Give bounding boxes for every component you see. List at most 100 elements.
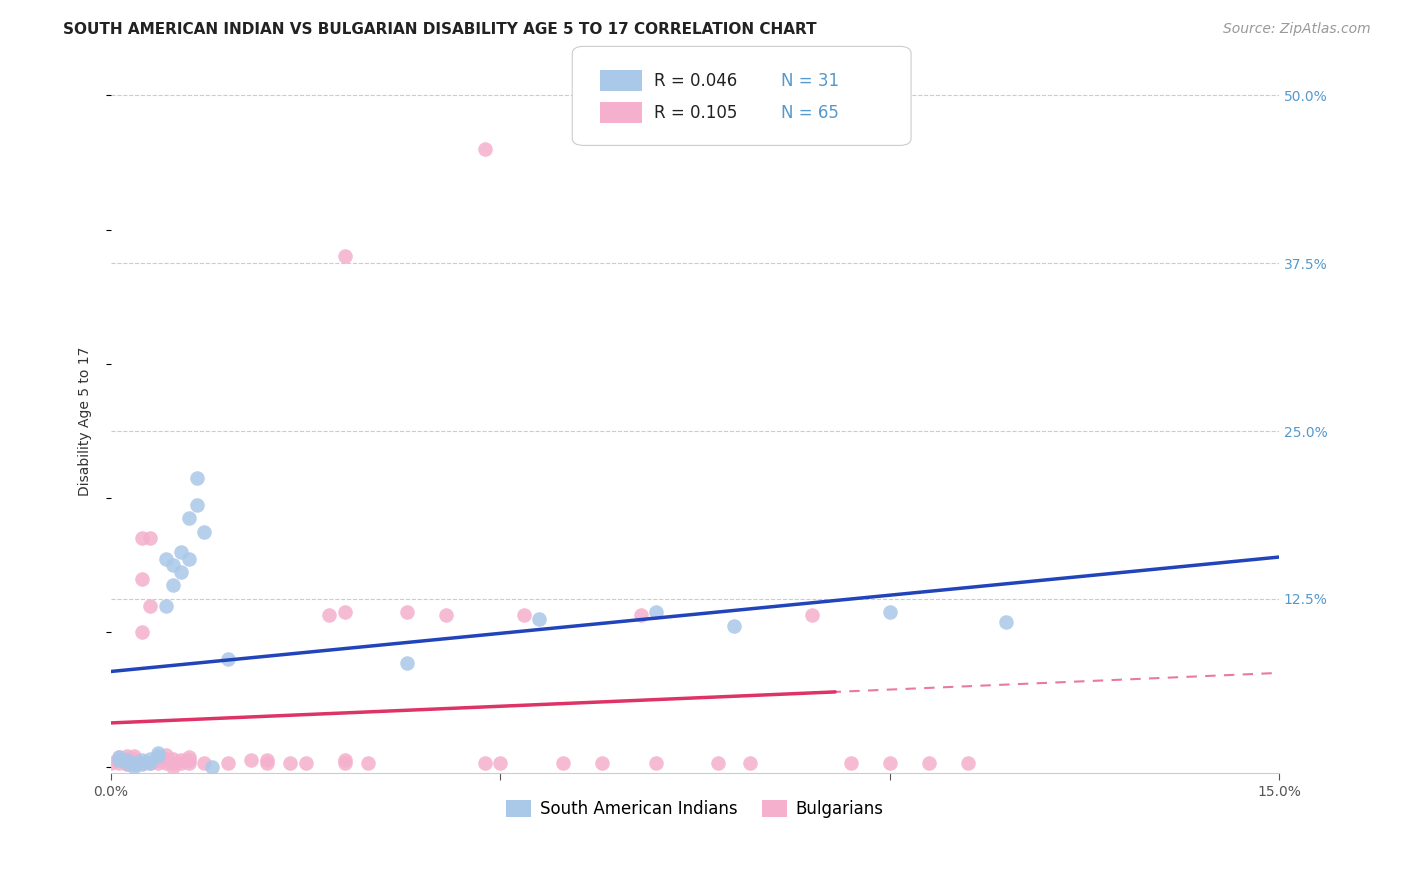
Point bbox=[645, 756, 668, 770]
Point bbox=[155, 551, 177, 566]
Point bbox=[630, 607, 652, 622]
Point bbox=[917, 756, 939, 770]
Point bbox=[115, 755, 138, 769]
Point bbox=[146, 756, 169, 770]
Point bbox=[318, 607, 340, 622]
Point bbox=[124, 755, 146, 769]
Text: N = 31: N = 31 bbox=[780, 71, 839, 90]
Point bbox=[124, 760, 146, 774]
Point bbox=[162, 578, 184, 592]
Point bbox=[800, 607, 823, 622]
Point bbox=[124, 756, 146, 770]
Point bbox=[162, 756, 184, 770]
Point bbox=[146, 749, 169, 764]
Point bbox=[591, 756, 613, 770]
Point bbox=[131, 532, 153, 546]
Point bbox=[107, 753, 129, 767]
Point bbox=[115, 749, 138, 764]
Point bbox=[956, 756, 979, 770]
Point bbox=[177, 750, 200, 764]
Point bbox=[107, 753, 129, 767]
Point bbox=[100, 756, 122, 770]
Point bbox=[131, 756, 153, 770]
Point bbox=[217, 756, 239, 770]
Point bbox=[162, 558, 184, 573]
Point bbox=[645, 605, 668, 619]
Point bbox=[738, 756, 761, 770]
Point bbox=[131, 757, 153, 772]
Point bbox=[474, 142, 496, 156]
Point bbox=[139, 752, 162, 766]
Point bbox=[333, 605, 356, 619]
Point bbox=[115, 753, 138, 767]
Point bbox=[333, 756, 356, 770]
Point bbox=[124, 757, 146, 772]
Point bbox=[278, 756, 301, 770]
Point bbox=[155, 752, 177, 766]
Point bbox=[879, 605, 901, 619]
Point bbox=[294, 756, 316, 770]
Legend: South American Indians, Bulgarians: South American Indians, Bulgarians bbox=[499, 794, 890, 825]
Point bbox=[155, 747, 177, 762]
Point bbox=[357, 756, 380, 770]
Point bbox=[155, 756, 177, 770]
Point bbox=[170, 753, 193, 767]
Point bbox=[333, 250, 356, 264]
Point bbox=[131, 753, 153, 767]
Point bbox=[115, 756, 138, 770]
Point bbox=[529, 612, 551, 626]
Point bbox=[474, 756, 496, 770]
Point bbox=[170, 565, 193, 579]
Point bbox=[434, 607, 457, 622]
Point bbox=[107, 750, 129, 764]
Point bbox=[146, 749, 169, 764]
Point bbox=[124, 749, 146, 764]
Point bbox=[115, 757, 138, 772]
Point bbox=[217, 652, 239, 666]
Point bbox=[115, 752, 138, 766]
Point bbox=[395, 605, 418, 619]
Point bbox=[489, 756, 512, 770]
Bar bbox=[599, 102, 643, 123]
Point bbox=[177, 551, 200, 566]
Point bbox=[995, 615, 1018, 629]
Point bbox=[193, 756, 215, 770]
Point bbox=[201, 760, 224, 774]
Point bbox=[193, 524, 215, 539]
Point bbox=[177, 511, 200, 525]
Point bbox=[139, 599, 162, 613]
Point bbox=[115, 757, 138, 772]
Point bbox=[107, 756, 129, 770]
Point bbox=[839, 756, 862, 770]
Point bbox=[107, 750, 129, 764]
Point bbox=[170, 545, 193, 559]
Bar bbox=[599, 70, 643, 91]
Point bbox=[146, 746, 169, 760]
Text: SOUTH AMERICAN INDIAN VS BULGARIAN DISABILITY AGE 5 TO 17 CORRELATION CHART: SOUTH AMERICAN INDIAN VS BULGARIAN DISAB… bbox=[63, 22, 817, 37]
Point bbox=[879, 756, 901, 770]
Point bbox=[139, 532, 162, 546]
Point bbox=[395, 657, 418, 671]
Point bbox=[131, 625, 153, 640]
Point bbox=[240, 753, 263, 767]
Point bbox=[131, 572, 153, 586]
Y-axis label: Disability Age 5 to 17: Disability Age 5 to 17 bbox=[79, 346, 93, 496]
Point bbox=[177, 753, 200, 767]
Point bbox=[256, 753, 278, 767]
Point bbox=[124, 752, 146, 766]
Point bbox=[146, 753, 169, 767]
Point bbox=[162, 760, 184, 774]
Point bbox=[177, 756, 200, 770]
Point bbox=[551, 756, 574, 770]
Text: R = 0.105: R = 0.105 bbox=[654, 103, 737, 121]
Point bbox=[707, 756, 730, 770]
Point bbox=[256, 756, 278, 770]
Point bbox=[333, 753, 356, 767]
Point bbox=[723, 618, 745, 632]
Point bbox=[170, 756, 193, 770]
Point bbox=[139, 756, 162, 770]
Point bbox=[139, 756, 162, 770]
Text: Source: ZipAtlas.com: Source: ZipAtlas.com bbox=[1223, 22, 1371, 37]
Point bbox=[512, 607, 534, 622]
Text: N = 65: N = 65 bbox=[780, 103, 839, 121]
